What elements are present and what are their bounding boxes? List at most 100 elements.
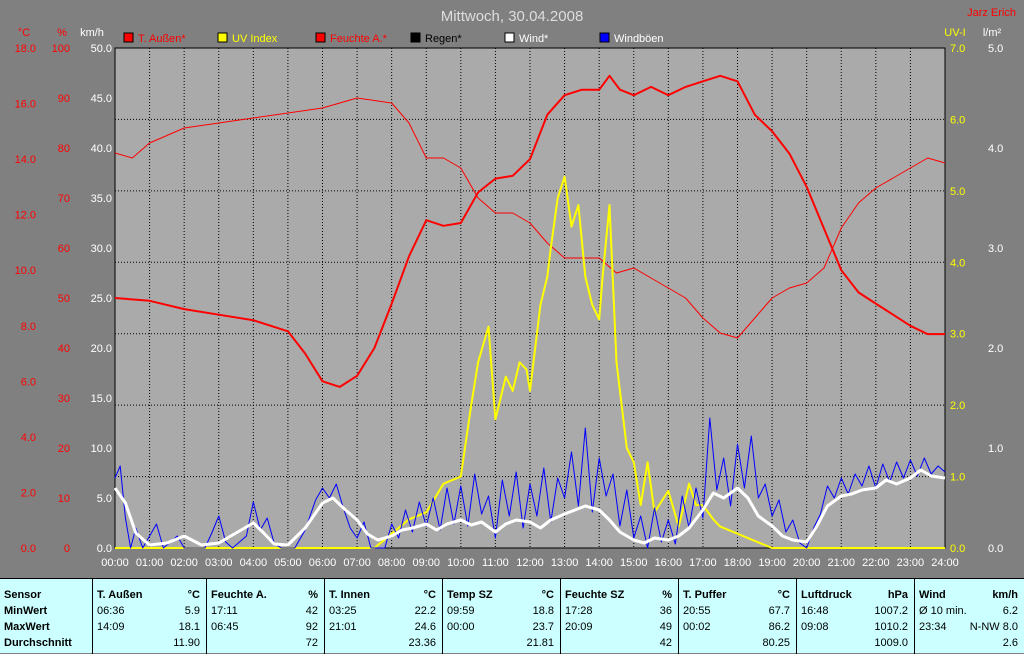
legend-label: Feuchte A.* — [330, 33, 388, 45]
x-tick-label: 04:00 — [240, 557, 268, 569]
x-tick-label: 03:00 — [205, 557, 233, 569]
column-name: Temp SZ — [447, 589, 493, 601]
max-value: 23.7 — [532, 621, 554, 633]
stats-row: 17:11 42 — [211, 603, 318, 619]
chart-title: Mittwoch, 30.04.2008 — [441, 8, 584, 25]
column-name: Feuchte A. — [211, 589, 267, 601]
y-tick-label: 90 — [58, 93, 70, 105]
x-tick-label: 02:00 — [170, 557, 198, 569]
min-time: 09:59 — [447, 605, 475, 617]
y-tick-label: 25.0 — [91, 293, 112, 305]
credit-label: Jarz Erich — [967, 7, 1016, 19]
legend-swatch — [217, 32, 228, 43]
y-tick-label: 80 — [58, 143, 70, 155]
avg-value: 23.36 — [408, 637, 436, 649]
column-unit: hPa — [887, 589, 908, 601]
stats-row: 21.81 — [447, 635, 554, 651]
legend-label: T. Außen* — [138, 33, 186, 45]
min-value: 18.8 — [532, 605, 554, 617]
row-label-min: MinWert — [4, 605, 48, 617]
stats-row: 00:00 23.7 — [447, 619, 554, 635]
x-tick-label: 10:00 — [447, 557, 475, 569]
y-tick-label: 7.0 — [950, 43, 965, 55]
x-tick-label: 12:00 — [516, 557, 544, 569]
stats-column: T. Innen °C 03:25 22.2 21:01 24.6 23.36 — [324, 579, 442, 654]
stats-row: 09:59 18.8 — [447, 603, 554, 619]
stats-row: Temp SZ °C — [447, 587, 554, 603]
column-unit: km/h — [992, 589, 1018, 601]
x-tick-label: 21:00 — [827, 557, 855, 569]
y-tick-label: 6.0 — [21, 376, 36, 388]
max-value: 1010.2 — [874, 621, 908, 633]
avg-value: 42 — [659, 637, 672, 649]
stats-row: Wind km/h — [919, 587, 1018, 603]
y-tick-label: 4.0 — [950, 257, 965, 269]
max-time: 20:09 — [565, 621, 593, 633]
stats-row: Luftdruck hPa — [801, 587, 908, 603]
y-tick-label: 5.0 — [988, 43, 1003, 55]
stats-row: 72 — [211, 635, 318, 651]
min-time: 06:36 — [97, 605, 125, 617]
stats-row: 16:48 1007.2 — [801, 603, 908, 619]
x-tick-label: 15:00 — [620, 557, 648, 569]
y-tick-label: 5.0 — [97, 493, 112, 505]
stats-row: 20:09 49 — [565, 619, 672, 635]
max-value: 18.1 — [178, 621, 200, 633]
y-tick-label: 5.0 — [950, 186, 965, 198]
y-tick-label: 50 — [58, 293, 70, 305]
y-tick-label: 4.0 — [21, 432, 36, 444]
y-tick-label: 0.0 — [97, 543, 112, 555]
y-tick-label: 3.0 — [988, 243, 1003, 255]
min-time: 17:28 — [565, 605, 593, 617]
y-tick-label: 0.0 — [950, 543, 965, 555]
stats-row: 20:55 67.7 — [683, 603, 790, 619]
x-tick-label: 23:00 — [897, 557, 925, 569]
y-tick-label: 10.0 — [91, 443, 112, 455]
avg-value: 2.6 — [1002, 637, 1018, 649]
legend-label: Wind* — [519, 33, 549, 45]
max-value: 49 — [659, 621, 672, 633]
y-tick-label: 12.0 — [15, 210, 36, 222]
y-tick-label: 20.0 — [91, 343, 112, 355]
stats-row: 80.25 — [683, 635, 790, 651]
max-time: 00:00 — [447, 621, 475, 633]
series-line-windb-en — [114, 417, 946, 549]
max-value: 24.6 — [414, 621, 436, 633]
stats-column: T. Puffer °C 20:55 67.7 00:02 86.2 80.25 — [678, 579, 796, 654]
y-axis-unit: °C — [18, 27, 30, 39]
y-tick-label: 10 — [58, 493, 70, 505]
legend-swatch — [315, 32, 326, 43]
y-tick-label: 2.0 — [21, 487, 36, 499]
y-tick-label: 14.0 — [15, 154, 36, 166]
y-tick-label: 30 — [58, 393, 70, 405]
legend: T. Außen* UV Index Feuchte A.* Regen* Wind* W… — [123, 32, 664, 45]
stats-row: 06:36 5.9 — [97, 603, 200, 619]
x-tick-label: 07:00 — [343, 557, 371, 569]
y-tick-label: 100 — [52, 43, 70, 55]
avg-value: 72 — [305, 637, 318, 649]
stats-column: Feuchte SZ% 17:28 36 20:09 49 42 — [560, 579, 678, 654]
y-tick-label: 10.0 — [15, 265, 36, 277]
y-tick-label: 0.0 — [21, 543, 36, 555]
x-tick-label: 17:00 — [689, 557, 717, 569]
x-tick-label: 16:00 — [655, 557, 683, 569]
y-tick-label: 8.0 — [21, 321, 36, 333]
y-tick-label: 70 — [58, 193, 70, 205]
legend-swatch — [599, 32, 610, 43]
column-unit: °C — [423, 589, 436, 601]
stats-row: 00:02 86.2 — [683, 619, 790, 635]
column-name: T. Außen — [97, 589, 143, 601]
x-tick-label: 14:00 — [585, 557, 613, 569]
y-axis-unit: l/m² — [983, 27, 1002, 39]
column-name: T. Innen — [329, 589, 370, 601]
max-time: 21:01 — [329, 621, 357, 633]
y-tick-label: 30.0 — [91, 243, 112, 255]
x-tick-label: 20:00 — [793, 557, 821, 569]
row-label-max: MaxWert — [4, 621, 50, 633]
x-tick-label: 11:00 — [482, 557, 509, 569]
axes-group: 0.0 2.0 4.0 6.0 8.0 10.0 12.0 14.0 16.0 18.0 °C 0 10… — [15, 27, 1004, 569]
y-tick-label: 4.0 — [988, 143, 1003, 155]
stats-row: Feuchte A.% — [211, 587, 318, 603]
min-value: 42 — [305, 605, 318, 617]
stats-row: T. Puffer °C — [683, 587, 790, 603]
